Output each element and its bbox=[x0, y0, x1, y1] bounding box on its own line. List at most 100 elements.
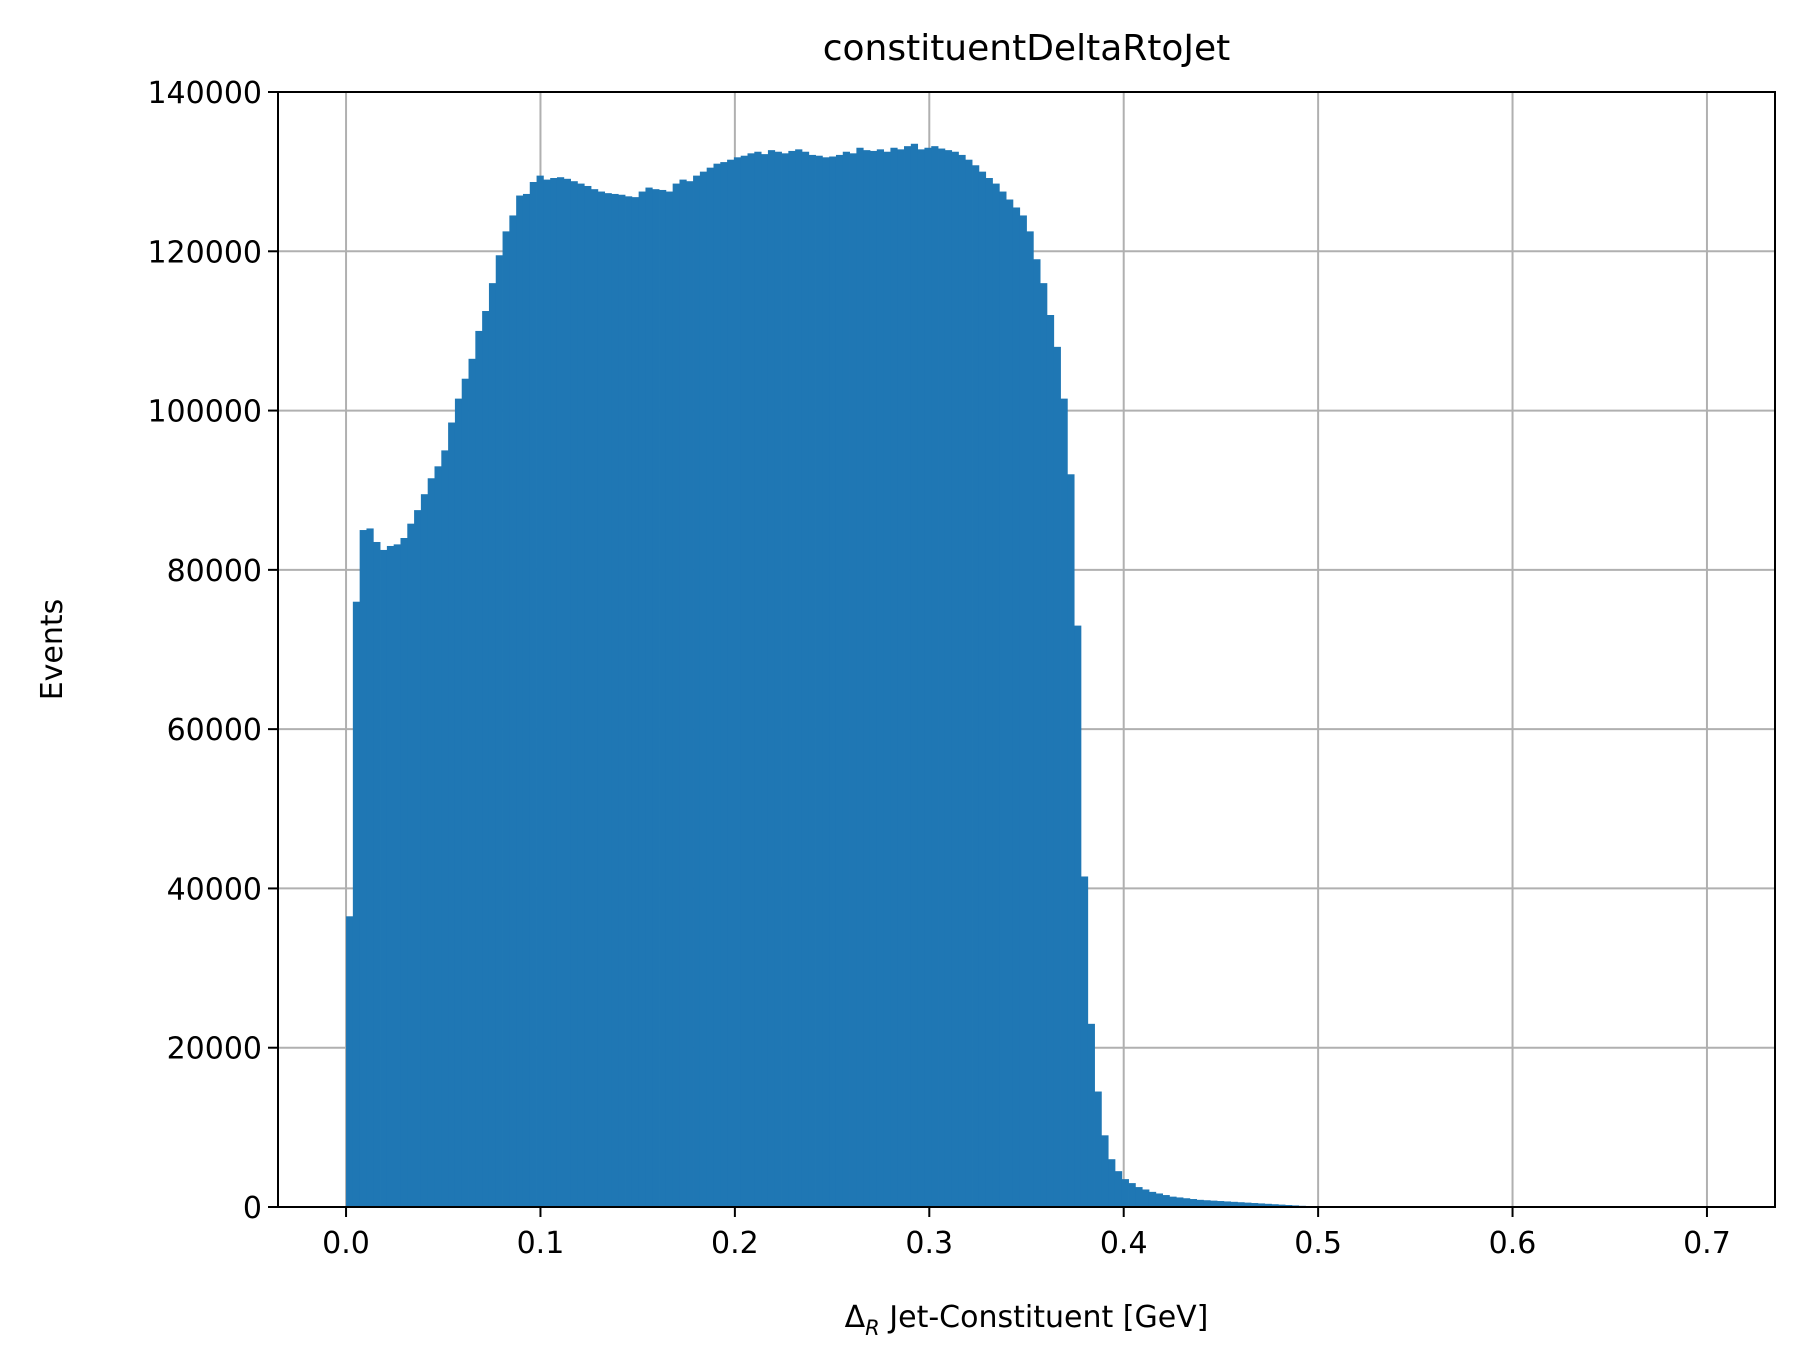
x-tick-label: 0.5 bbox=[1294, 1226, 1342, 1261]
histogram-bar bbox=[999, 191, 1007, 1207]
histogram-bar bbox=[631, 197, 640, 1208]
histogram-bar bbox=[448, 422, 456, 1208]
histogram-bar bbox=[434, 466, 442, 1208]
histogram-bar bbox=[992, 183, 1000, 1207]
x-axis-label: ΔR Jet-Constituent [GeV] bbox=[845, 1300, 1209, 1340]
histogram-bar bbox=[808, 154, 816, 1208]
histogram-bar bbox=[563, 178, 571, 1208]
x-tick-label: 0.6 bbox=[1489, 1226, 1537, 1261]
histogram-bar bbox=[1244, 1202, 1252, 1207]
histogram-bar bbox=[1026, 231, 1034, 1207]
histogram-bar bbox=[1006, 199, 1014, 1208]
histogram-bar bbox=[1060, 398, 1068, 1207]
histogram-bar bbox=[1108, 1159, 1116, 1207]
histogram-bar bbox=[849, 153, 857, 1208]
histogram-bar bbox=[420, 494, 429, 1208]
histogram-bar bbox=[1162, 1195, 1170, 1207]
histogram-bar bbox=[972, 165, 980, 1207]
x-tick-label: 0.1 bbox=[517, 1226, 565, 1261]
histogram-bar bbox=[393, 544, 401, 1207]
histogram-bar bbox=[638, 191, 646, 1207]
histogram-bar bbox=[386, 545, 395, 1207]
histogram-bar bbox=[522, 193, 531, 1207]
histogram-bar bbox=[815, 155, 823, 1208]
histogram-bar bbox=[774, 151, 782, 1207]
histogram-bar bbox=[727, 159, 735, 1208]
histogram-bar bbox=[958, 154, 966, 1208]
histogram-bar bbox=[863, 150, 871, 1207]
histogram-bar bbox=[618, 194, 626, 1208]
histogram-bar bbox=[1046, 315, 1055, 1207]
histogram-bars bbox=[346, 143, 1368, 1208]
histogram-bar bbox=[1183, 1198, 1191, 1207]
histogram-bar bbox=[1053, 346, 1061, 1207]
histogram-bar bbox=[414, 510, 422, 1207]
histogram-bar bbox=[965, 159, 973, 1208]
histogram-bar bbox=[407, 523, 415, 1207]
histogram-bar bbox=[611, 193, 619, 1207]
histogram-bar bbox=[1176, 1197, 1184, 1207]
histogram-bar bbox=[488, 283, 497, 1208]
histogram-bar bbox=[441, 450, 449, 1208]
x-axis-label-text: Jet-Constituent [GeV] bbox=[880, 1300, 1209, 1335]
histogram-bar bbox=[625, 196, 633, 1207]
histogram-bar bbox=[659, 189, 667, 1208]
histogram-bar bbox=[910, 143, 919, 1208]
histogram-bar bbox=[938, 148, 946, 1208]
histogram-bar bbox=[543, 179, 551, 1207]
histogram-bar bbox=[720, 162, 728, 1208]
x-tick-label: 0.3 bbox=[905, 1226, 953, 1261]
histogram-bar bbox=[1196, 1199, 1204, 1207]
histogram-bar bbox=[924, 147, 932, 1207]
histogram-bar bbox=[904, 146, 912, 1208]
histogram-bar bbox=[686, 181, 694, 1208]
histogram-bar bbox=[1080, 876, 1089, 1207]
histogram-bar bbox=[1067, 474, 1075, 1207]
histogram-bar bbox=[1101, 1135, 1109, 1207]
histogram-bar bbox=[1012, 207, 1021, 1207]
y-axis-label: Events bbox=[35, 599, 70, 701]
histogram-bar bbox=[502, 231, 510, 1207]
histogram-bar bbox=[1257, 1203, 1266, 1207]
x-tick-label: 0.0 bbox=[322, 1226, 370, 1261]
histogram-bar bbox=[1114, 1171, 1123, 1207]
histogram-bar bbox=[713, 163, 721, 1207]
histogram-bar bbox=[1135, 1187, 1143, 1207]
histogram-bar bbox=[747, 153, 755, 1208]
histogram-bar bbox=[604, 193, 612, 1207]
histogram-bar bbox=[1217, 1201, 1225, 1207]
histogram-bar bbox=[1169, 1196, 1177, 1207]
y-tick-label: 140000 bbox=[147, 76, 262, 111]
histogram-bar bbox=[1121, 1179, 1129, 1207]
histogram-bar bbox=[1271, 1204, 1279, 1207]
histogram-bar bbox=[754, 151, 762, 1207]
histogram-bar bbox=[890, 147, 898, 1207]
histogram-bar bbox=[352, 601, 361, 1207]
histogram-bar bbox=[978, 171, 987, 1208]
histogram-bar bbox=[706, 167, 714, 1207]
y-tick-label: 0 bbox=[243, 1191, 262, 1226]
histogram-bar bbox=[842, 151, 850, 1207]
histogram-bar bbox=[665, 191, 674, 1207]
histogram-bar bbox=[1128, 1183, 1136, 1207]
histogram-bar bbox=[761, 154, 769, 1207]
histogram-bar bbox=[454, 398, 463, 1207]
histogram-bar bbox=[380, 549, 388, 1207]
y-tick-label: 120000 bbox=[147, 235, 262, 270]
histogram-bar bbox=[516, 195, 524, 1208]
histogram-bar bbox=[767, 150, 776, 1207]
histogram-bar bbox=[1155, 1193, 1163, 1207]
histogram-bar bbox=[570, 181, 578, 1208]
axis-ticks: 0.0 0.1 0.2 0.3 0.4 0.5 0.6 0.7 0 20000 40000 60000… bbox=[147, 76, 1730, 1261]
x-tick-label: 0.7 bbox=[1683, 1226, 1731, 1261]
histogram-bar bbox=[1040, 283, 1048, 1208]
histogram-bar bbox=[1142, 1189, 1150, 1207]
histogram-bar bbox=[733, 157, 742, 1208]
y-tick-label: 20000 bbox=[167, 1032, 262, 1067]
histogram-bar bbox=[856, 147, 864, 1207]
histogram-bar bbox=[482, 311, 490, 1208]
histogram-bar bbox=[366, 528, 374, 1207]
histogram-bar bbox=[1189, 1199, 1198, 1207]
y-tick-label: 60000 bbox=[167, 713, 262, 748]
